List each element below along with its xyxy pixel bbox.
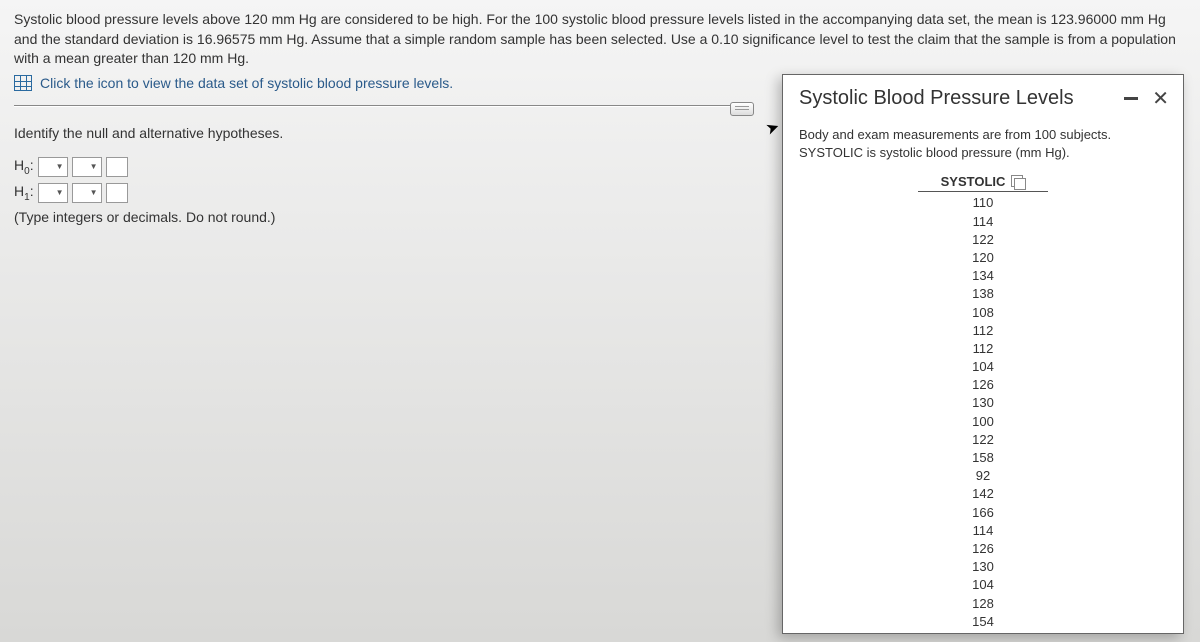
alt-hypothesis-row: H1: [14,183,754,203]
modal-description: Body and exam measurements are from 100 … [799,126,1167,162]
h1-operator-select[interactable] [72,183,102,203]
table-row: 126 [918,376,1048,394]
h1-label: H1: [14,183,34,203]
modal-title: Systolic Blood Pressure Levels [799,87,1074,110]
h0-param-select[interactable] [38,157,68,177]
h0-operator-select[interactable] [72,157,102,177]
minimize-icon[interactable] [1124,97,1138,100]
table-row: 92 [918,467,1048,485]
table-row: 122 [918,231,1048,249]
table-row: 114 [918,522,1048,540]
table-row: 120 [918,631,1048,633]
panel-resize-handle[interactable] [730,102,754,116]
problem-statement: Systolic blood pressure levels above 120… [14,10,1186,69]
table-row: 120 [918,249,1048,267]
h1-value-input[interactable] [106,183,128,203]
table-row: 112 [918,340,1048,358]
data-table-icon[interactable] [14,75,32,91]
table-row: 110 [918,194,1048,212]
h0-value-input[interactable] [106,157,128,177]
modal-header: Systolic Blood Pressure Levels ✕ [783,75,1183,118]
table-row: 114 [918,213,1048,231]
systolic-table: SYSTOLIC 1101141221201341381081121121041… [918,174,1048,633]
data-set-link[interactable]: Click the icon to view the data set of s… [40,75,453,91]
table-row: 100 [918,413,1048,431]
h0-label: H0: [14,157,34,177]
section-divider [14,105,754,107]
table-row: 154 [918,613,1048,631]
table-row: 134 [918,267,1048,285]
null-hypothesis-row: H0: [14,157,754,177]
table-row: 128 [918,595,1048,613]
input-hint: (Type integers or decimals. Do not round… [14,209,754,225]
table-row: 142 [918,485,1048,503]
table-row: 104 [918,576,1048,594]
copy-icon[interactable] [1011,175,1025,189]
table-row: 112 [918,322,1048,340]
table-row: 166 [918,504,1048,522]
table-row: 126 [918,540,1048,558]
table-row: 130 [918,394,1048,412]
h1-param-select[interactable] [38,183,68,203]
table-row: 138 [918,285,1048,303]
data-modal: Systolic Blood Pressure Levels ✕ Body an… [782,74,1184,634]
column-header: SYSTOLIC [941,174,1006,189]
table-row: 108 [918,304,1048,322]
table-row: 122 [918,431,1048,449]
cursor-icon: ➤ [763,116,782,139]
close-icon[interactable]: ✕ [1152,89,1169,109]
table-row: 130 [918,558,1048,576]
data-values-list: 1101141221201341381081121121041261301001… [918,194,1048,633]
table-row: 158 [918,449,1048,467]
question-prompt: Identify the null and alternative hypoth… [14,125,754,141]
table-row: 104 [918,358,1048,376]
